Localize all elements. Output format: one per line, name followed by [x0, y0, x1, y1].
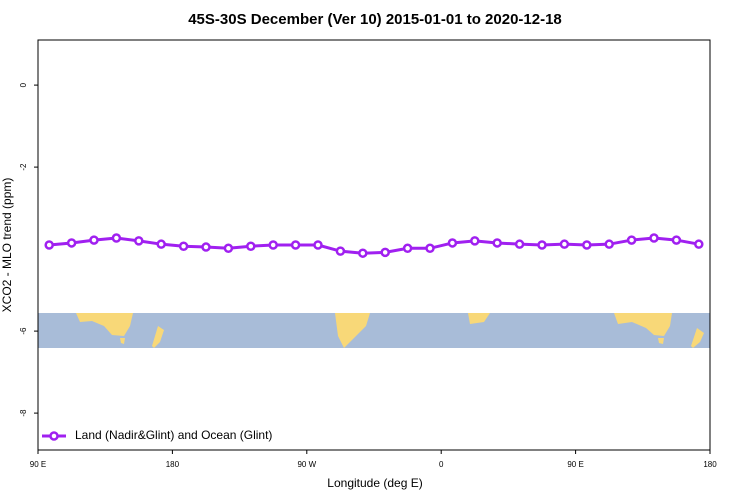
x-tick-label: 180 [703, 460, 717, 469]
y-tick-label: -8 [19, 409, 28, 417]
land [658, 338, 664, 344]
land [614, 313, 672, 336]
point [335, 246, 346, 256]
x-tick-label: 90 W [297, 460, 316, 469]
point [626, 235, 637, 245]
point [223, 243, 234, 254]
land [120, 338, 125, 344]
x-tick-label: 180 [166, 460, 180, 469]
point [290, 240, 301, 250]
point [447, 238, 458, 248]
legend-label: Land (Nadir&Glint) and Ocean (Glint) [75, 428, 272, 442]
point [492, 238, 502, 248]
point [156, 239, 166, 249]
point [537, 240, 547, 250]
plot-frame [37, 39, 711, 451]
land [152, 326, 164, 348]
point [582, 240, 592, 250]
ocean [38, 313, 710, 348]
point [313, 240, 323, 250]
x-tick-label: 90 E [567, 460, 583, 469]
land [335, 313, 370, 348]
chart-title: 45S-30S December (Ver 10) 2015-01-01 to … [188, 11, 562, 28]
point [246, 241, 256, 251]
point [514, 239, 525, 249]
point [402, 243, 413, 254]
point [559, 239, 570, 249]
point [178, 241, 189, 251]
point [89, 235, 99, 245]
point [649, 233, 659, 243]
point [44, 240, 54, 250]
point [425, 243, 435, 254]
y-tick-label: 0 [19, 82, 28, 87]
land [691, 328, 704, 348]
land [76, 313, 133, 336]
point [604, 239, 614, 249]
land [468, 313, 490, 324]
y-axis-label: XCO2 - MLO trend (ppm) [0, 178, 14, 313]
x-axis-label: Longitude (deg E) [327, 476, 422, 490]
point [134, 236, 144, 246]
point [694, 239, 704, 249]
point [470, 236, 480, 246]
point [380, 247, 390, 258]
y-tick-label: -2 [19, 163, 28, 171]
point [671, 235, 682, 245]
legend-marker [49, 431, 59, 441]
x-tick-label: 0 [439, 460, 444, 469]
point [358, 248, 368, 258]
point [268, 240, 278, 250]
x-tick-label: 90 E [30, 460, 46, 469]
point [201, 242, 211, 252]
point [66, 238, 77, 248]
map-strip [38, 313, 710, 348]
y-tick-label: -6 [19, 327, 28, 335]
point [111, 233, 122, 243]
